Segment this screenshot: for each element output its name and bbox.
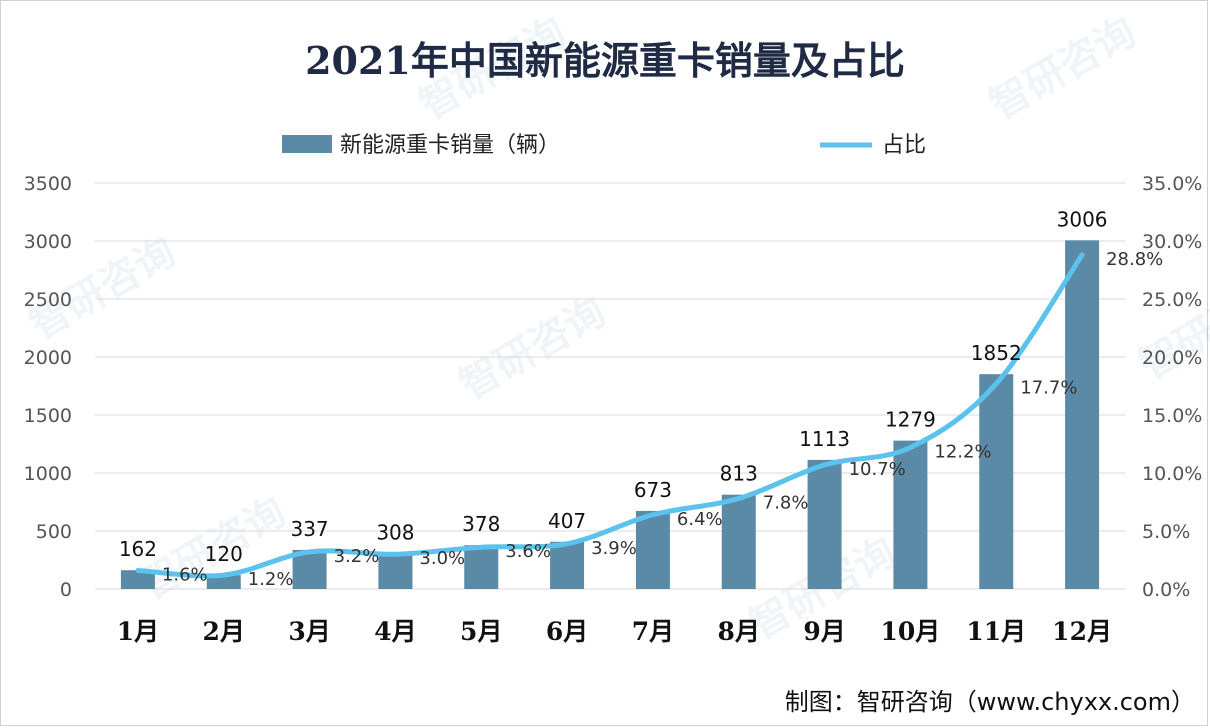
share-label-3: 3.2% xyxy=(334,546,380,567)
bar-label-4: 308 xyxy=(376,520,414,544)
share-label-8: 7.8% xyxy=(763,493,809,514)
y-left-tick-6: 3000 xyxy=(24,231,72,253)
y-right-tick-0: 0.0% xyxy=(1142,579,1190,601)
x-tick-8: 8月 xyxy=(718,617,760,646)
share-label-7: 6.4% xyxy=(677,509,723,530)
bar-label-8: 813 xyxy=(720,462,758,486)
bar-label-1: 162 xyxy=(119,537,157,561)
bar-label-10: 1279 xyxy=(885,408,936,432)
bar-1 xyxy=(120,570,155,589)
y-left-tick-2: 1000 xyxy=(24,463,72,485)
x-tick-1: 1月 xyxy=(117,617,159,646)
y-right-tick-4: 20.0% xyxy=(1142,347,1202,369)
y-right-tick-5: 25.0% xyxy=(1142,289,1202,311)
y-left-tick-5: 2500 xyxy=(24,289,72,311)
bar-value-labels: 162 120 337 308 378 407 673 813 1113 1279 1852 3006 xyxy=(119,207,1108,566)
bar-label-2: 120 xyxy=(205,542,243,566)
bar-10 xyxy=(893,440,928,589)
bar-label-11: 1852 xyxy=(971,341,1022,365)
bar-11 xyxy=(979,374,1014,589)
x-tick-4: 4月 xyxy=(374,617,416,646)
share-line xyxy=(135,252,1085,579)
x-tick-5: 5月 xyxy=(460,617,502,646)
watermark-1: 智研咨询 xyxy=(452,289,614,409)
chart-title: 2021年中国新能源重卡销量及占比 xyxy=(305,38,905,83)
bar-6 xyxy=(550,541,585,589)
bar-label-12: 3006 xyxy=(1057,207,1108,231)
share-label-10: 12.2% xyxy=(934,441,991,462)
share-label-6: 3.9% xyxy=(591,538,637,559)
y-axis-left: 0 500 1000 1500 2000 2500 3000 3500 xyxy=(24,173,72,601)
x-tick-7: 7月 xyxy=(632,617,674,646)
bar-7 xyxy=(635,510,670,589)
legend-bar-label: 新能源重卡销量（辆） xyxy=(340,133,560,158)
share-label-2: 1.2% xyxy=(248,569,294,590)
x-tick-9: 9月 xyxy=(803,617,845,646)
y-left-tick-4: 2000 xyxy=(24,347,72,369)
x-tick-2: 2月 xyxy=(203,617,245,646)
watermark-4: 智研咨询 xyxy=(1132,269,1210,389)
x-tick-12: 12月 xyxy=(1052,617,1112,646)
y-left-tick-0: 0 xyxy=(60,579,72,601)
bar-12 xyxy=(1065,240,1100,589)
share-value-labels: 1.6% 1.2% 3.2% 3.0% 3.6% 3.9% 6.4% 7.8% 10.7% 12.… xyxy=(162,249,1163,590)
x-tick-10: 10月 xyxy=(881,617,941,646)
y-right-tick-1: 5.0% xyxy=(1142,521,1190,543)
share-label-12: 28.8% xyxy=(1106,249,1163,270)
y-left-tick-3: 1500 xyxy=(24,405,72,427)
legend-line-label: 占比 xyxy=(882,133,926,158)
bar-8 xyxy=(721,494,756,589)
x-tick-6: 6月 xyxy=(546,617,588,646)
watermark-3: 智研咨询 xyxy=(982,9,1144,129)
share-label-4: 3.0% xyxy=(419,548,465,569)
share-label-11: 17.7% xyxy=(1020,378,1077,399)
share-label-9: 10.7% xyxy=(849,459,906,480)
bar-label-5: 378 xyxy=(462,512,500,536)
y-right-tick-7: 35.0% xyxy=(1142,173,1202,195)
y-right-tick-6: 30.0% xyxy=(1142,231,1202,253)
bar-5 xyxy=(464,545,499,589)
share-label-1: 1.6% xyxy=(162,564,208,585)
bars xyxy=(120,240,1100,589)
bar-9 xyxy=(807,459,842,589)
legend: 新能源重卡销量（辆） 占比 xyxy=(282,133,926,158)
x-tick-11: 11月 xyxy=(966,617,1026,646)
bar-4 xyxy=(378,553,413,589)
bar-label-9: 1113 xyxy=(799,427,850,451)
y-left-tick-1: 500 xyxy=(36,521,72,543)
y-right-tick-3: 15.0% xyxy=(1142,405,1202,427)
y-right-tick-2: 10.0% xyxy=(1142,463,1202,485)
x-tick-3: 3月 xyxy=(288,617,330,646)
bar-label-6: 407 xyxy=(548,509,586,533)
bar-2 xyxy=(206,575,241,589)
y-axis-right: 0.0% 5.0% 10.0% 15.0% 20.0% 25.0% 30.0% 35.0% xyxy=(1142,173,1202,601)
bar-label-3: 337 xyxy=(290,517,328,541)
share-label-5: 3.6% xyxy=(505,541,551,562)
x-axis: 1月 2月 3月 4月 5月 6月 7月 8月 9月 10月 11月 12月 xyxy=(117,617,1112,646)
source-note: 制图：智研咨询（www.chyxx.com） xyxy=(785,688,1195,716)
bar-label-7: 673 xyxy=(634,478,672,502)
legend-bar-swatch xyxy=(282,135,332,153)
y-left-tick-7: 3500 xyxy=(24,173,72,195)
